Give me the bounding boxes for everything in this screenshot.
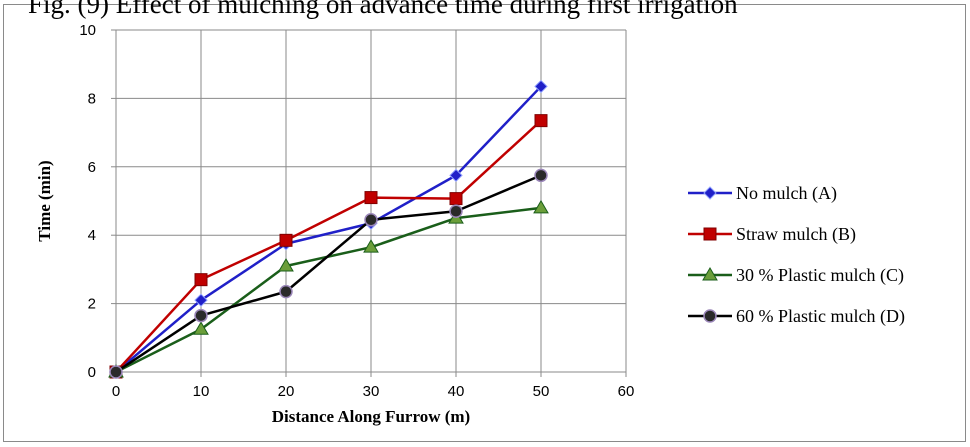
chart-title: Fig. (9) Effect of mulching on advance t… — [28, 0, 738, 19]
x-axis-label: Distance Along Furrow (m) — [272, 407, 470, 426]
data-point — [278, 257, 294, 272]
x-tick-label: 60 — [618, 383, 635, 400]
y-tick-label: 0 — [88, 364, 96, 381]
legend-label: 60 % Plastic mulch (D) — [736, 306, 905, 327]
x-tick-labels: 0 10 20 30 40 50 60 — [112, 383, 635, 400]
data-point — [534, 114, 548, 128]
x-tick-label: 40 — [448, 383, 465, 400]
x-tick-label: 30 — [363, 383, 380, 400]
x-tick-label: 20 — [278, 383, 295, 400]
chart-frame — [3, 4, 966, 442]
axes — [111, 29, 627, 377]
data-point — [279, 284, 293, 299]
legend-item: 60 % Plastic mulch (D) — [688, 306, 905, 327]
data-point — [194, 308, 208, 323]
data-point — [109, 365, 123, 379]
legend-label: 30 % Plastic mulch (C) — [736, 265, 904, 286]
data-point — [534, 168, 548, 183]
series-2 — [109, 114, 548, 379]
data-point — [534, 79, 548, 94]
legend-item: 30 % Plastic mulch (C) — [688, 265, 904, 286]
y-axis-label: Time (min) — [35, 160, 54, 241]
legend: No mulch (A) Straw mulch (B) 30 % Plastic … — [688, 183, 905, 327]
y-tick-label: 8 — [88, 90, 96, 107]
x-tick-label: 50 — [533, 383, 550, 400]
data-point — [194, 293, 208, 307]
x-tick-label: 0 — [112, 383, 120, 400]
legend-item: Straw mulch (B) — [688, 224, 856, 245]
y-tick-label: 6 — [88, 159, 96, 176]
series-line — [115, 174, 542, 374]
y-tick-labels: 0 2 4 6 8 10 — [79, 22, 96, 381]
data-point — [194, 273, 208, 287]
data-point — [364, 191, 378, 205]
data-point — [449, 168, 463, 183]
legend-marker — [703, 309, 717, 323]
legend-marker — [703, 186, 717, 200]
legend-item: No mulch (A) — [688, 183, 837, 204]
data-point — [364, 213, 378, 227]
data-point — [533, 199, 549, 214]
legend-label: Straw mulch (B) — [736, 224, 856, 245]
series-line — [115, 85, 542, 373]
y-tick-label: 10 — [79, 22, 96, 39]
y-tick-label: 4 — [88, 227, 96, 244]
data-point — [449, 192, 463, 206]
data-point — [449, 204, 463, 219]
data-point — [363, 239, 379, 253]
series-3 — [108, 199, 549, 378]
x-tick-label: 10 — [193, 383, 210, 400]
data-point — [279, 233, 293, 247]
legend-label: No mulch (A) — [736, 183, 837, 204]
series-4 — [109, 168, 548, 379]
series-line — [115, 119, 542, 373]
data-point — [193, 321, 209, 335]
y-tick-label: 2 — [88, 296, 96, 313]
legend-marker — [702, 267, 718, 281]
legend-marker — [703, 227, 717, 241]
series-group — [108, 79, 549, 379]
